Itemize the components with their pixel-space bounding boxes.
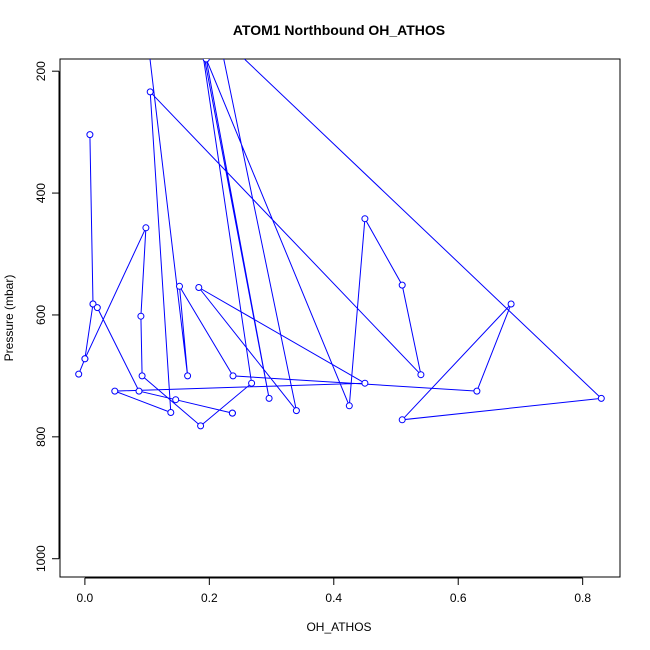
data-point: [146, 88, 154, 96]
x-tick-label: 0.0: [77, 591, 94, 605]
plot-frame: [59, 58, 621, 578]
data-point: [248, 379, 256, 387]
data-point: [361, 379, 369, 387]
series-group: [75, 59, 605, 430]
data-point: [507, 300, 515, 308]
data-point: [417, 371, 425, 379]
data-point: [229, 372, 237, 380]
data-point: [81, 355, 89, 363]
data-point: [138, 372, 146, 380]
data-point: [184, 372, 192, 380]
data-point: [111, 387, 119, 395]
y-tick-label: 400: [34, 183, 48, 203]
data-point: [228, 409, 236, 417]
chart-title: ATOM1 Northbound OH_ATHOS: [233, 22, 445, 38]
data-point: [167, 409, 175, 416]
y-tick-label: 800: [34, 427, 48, 447]
data-point: [345, 402, 353, 410]
data-point: [361, 215, 369, 223]
data-point: [265, 394, 273, 402]
y-tick-label: 600: [34, 305, 48, 325]
x-tick-label: 0.8: [574, 591, 591, 605]
plot-area: [75, 59, 605, 430]
x-tick-label: 0.4: [325, 591, 342, 605]
data-point: [89, 300, 97, 308]
data-point: [172, 396, 180, 404]
data-point: [292, 407, 300, 415]
x-tick-label: 0.6: [450, 591, 467, 605]
data-point: [197, 422, 205, 430]
data-point: [137, 312, 145, 320]
data-point: [176, 282, 183, 290]
data-point: [597, 394, 605, 402]
data-point: [473, 387, 481, 395]
y-axis-label: Pressure (mbar): [2, 275, 16, 362]
series-line: [78, 59, 603, 427]
x-axis: 0.0 0.2 0.4 0.6 0.8: [77, 577, 591, 605]
data-point: [75, 370, 83, 378]
x-tick-label: 0.2: [201, 591, 218, 605]
data-point: [86, 131, 94, 139]
data-point: [202, 59, 210, 63]
data-point: [142, 224, 150, 232]
y-tick-label: 200: [34, 61, 48, 81]
data-point: [195, 284, 203, 291]
y-axis: 200 400 600 800 1000: [34, 61, 60, 572]
data-point: [398, 416, 406, 424]
x-axis-label: OH_ATHOS: [306, 620, 371, 634]
data-point: [398, 281, 406, 289]
data-point: [93, 304, 101, 312]
y-tick-label: 1000: [34, 545, 48, 572]
data-point: [135, 387, 143, 395]
